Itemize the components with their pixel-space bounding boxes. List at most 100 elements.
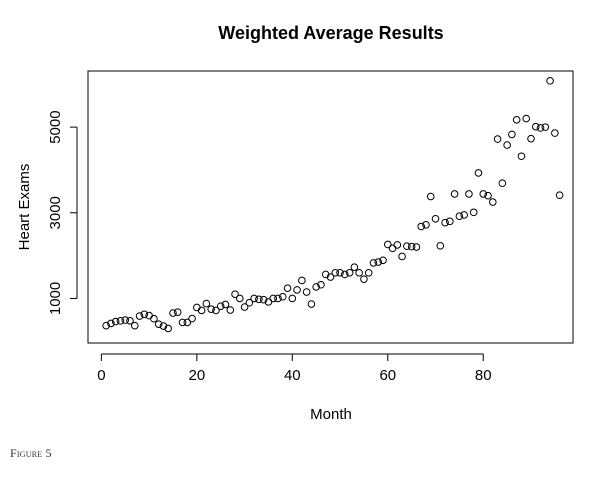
data-point — [350, 263, 359, 271]
data-point — [531, 122, 540, 131]
data-point — [422, 220, 430, 229]
data-point — [135, 312, 144, 320]
data-point — [489, 198, 497, 206]
x-tick-label: 0 — [97, 367, 105, 384]
x-tick-label: 20 — [188, 367, 205, 384]
data-point — [164, 324, 172, 333]
data-point — [484, 191, 492, 200]
data-point — [145, 311, 153, 320]
data-point — [364, 268, 373, 277]
data-point — [226, 306, 235, 314]
data-point — [407, 242, 416, 251]
x-axis-label: Month — [310, 406, 352, 423]
data-point — [508, 130, 516, 139]
data-point — [331, 268, 340, 277]
data-point — [355, 268, 363, 277]
chart-title: Weighted Average Results — [218, 23, 443, 43]
data-point — [469, 208, 478, 217]
data-point — [116, 317, 125, 325]
data-point — [159, 322, 168, 330]
data-point — [236, 294, 244, 303]
data-point — [503, 141, 511, 149]
data-point — [345, 268, 354, 277]
data-point — [383, 240, 392, 249]
data-point — [498, 179, 507, 188]
data-point — [446, 217, 454, 226]
data-point — [426, 192, 435, 201]
data-point — [307, 300, 316, 308]
y-tick-label: 1000 — [47, 282, 64, 315]
data-point — [140, 310, 149, 319]
x-tick-label: 80 — [475, 367, 492, 384]
data-point — [278, 292, 287, 301]
data-point — [512, 116, 521, 124]
data-point — [173, 308, 182, 316]
figure-caption: Figure 5 — [10, 446, 52, 460]
data-point — [341, 270, 349, 279]
data-point — [517, 152, 526, 161]
data-point — [102, 321, 110, 330]
data-point — [479, 190, 488, 198]
data-point — [121, 316, 130, 324]
data-point — [450, 190, 459, 198]
data-point — [212, 306, 220, 315]
data-point — [412, 243, 421, 251]
data-point — [460, 211, 468, 219]
data-point — [231, 290, 239, 298]
data-point — [288, 294, 297, 303]
data-point — [269, 294, 278, 303]
data-point — [126, 317, 134, 325]
data-points — [102, 77, 564, 333]
data-point — [150, 314, 158, 323]
x-tick-label: 40 — [284, 367, 301, 384]
data-point — [183, 318, 192, 327]
data-point — [245, 298, 254, 307]
y-tick-label: 5000 — [47, 110, 64, 143]
data-point — [169, 309, 177, 317]
data-point — [193, 303, 201, 312]
data-point — [107, 319, 115, 328]
y-axis-label: Heart Exams — [16, 164, 33, 251]
data-point — [493, 135, 502, 143]
y-tick-label: 3000 — [47, 196, 64, 229]
data-point — [274, 294, 282, 303]
data-point — [393, 241, 402, 249]
data-point — [551, 129, 559, 137]
data-point — [374, 258, 383, 266]
data-point — [465, 190, 473, 198]
data-point — [436, 241, 445, 250]
data-point — [336, 268, 344, 277]
data-point — [178, 318, 187, 327]
x-tick-label: 60 — [379, 367, 396, 384]
data-point — [360, 275, 368, 283]
data-point — [536, 124, 545, 132]
data-point — [369, 259, 378, 267]
data-point — [216, 302, 225, 310]
data-point — [154, 320, 163, 328]
data-point — [317, 280, 325, 289]
data-point — [197, 306, 206, 315]
data-point — [188, 314, 196, 323]
data-point — [312, 283, 320, 291]
data-point — [207, 305, 215, 313]
data-point — [221, 300, 230, 309]
data-point — [522, 114, 531, 123]
data-point — [555, 191, 564, 200]
data-point — [298, 276, 306, 285]
data-point — [527, 134, 535, 143]
data-point — [326, 273, 335, 281]
data-point — [293, 286, 301, 294]
x-axis: 0 20 40 60 80 — [97, 353, 492, 384]
data-point — [388, 244, 397, 253]
data-point — [250, 294, 258, 303]
data-point — [240, 303, 249, 311]
data-point — [259, 295, 268, 304]
data-point — [255, 295, 263, 304]
data-point — [202, 299, 211, 308]
data-point — [398, 252, 406, 261]
data-point — [474, 169, 483, 177]
data-point — [546, 77, 554, 85]
data-point — [283, 284, 292, 292]
data-point — [379, 256, 387, 265]
